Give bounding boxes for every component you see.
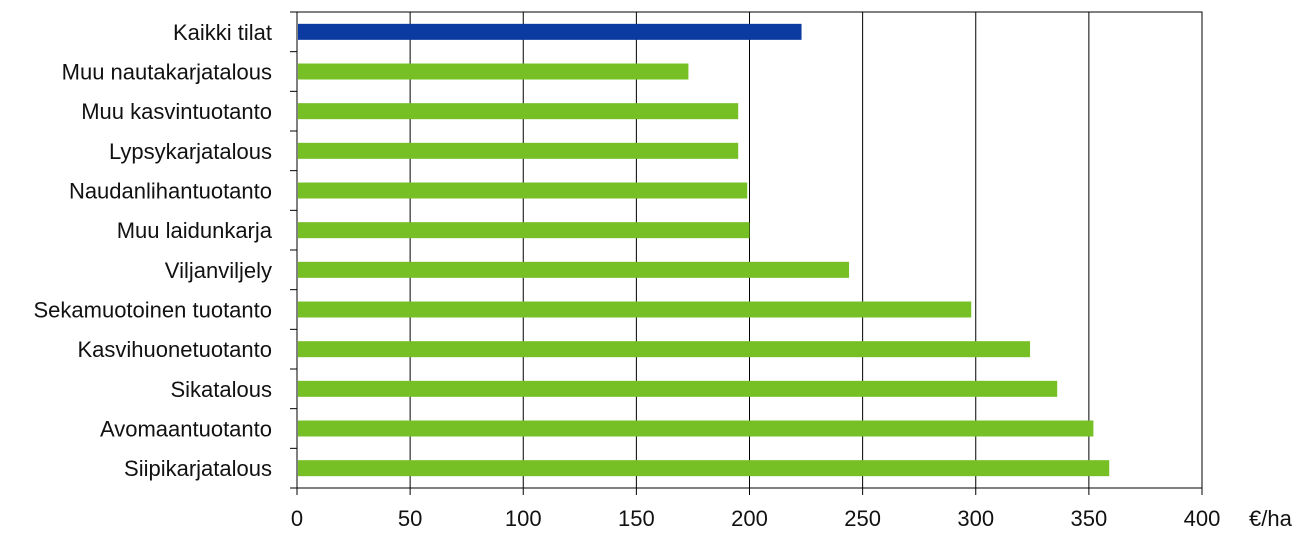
bar: [298, 142, 739, 159]
category-label: Muu kasvintuotanto: [81, 99, 272, 124]
x-tick-label: 100: [505, 506, 542, 531]
bar: [298, 301, 972, 318]
category-label: Sekamuotoinen tuotanto: [33, 298, 272, 323]
category-label: Kaikki tilat: [173, 20, 272, 45]
bar: [298, 261, 850, 278]
x-tick-label: 0: [291, 506, 303, 531]
category-label: Kasvihuonetuotanto: [78, 337, 273, 362]
bar: [298, 23, 802, 40]
bar: [298, 380, 1058, 397]
bar: [298, 222, 750, 239]
category-labels: Kaikki tilat Muu nautakarjatalous Muu kasv…: [33, 20, 272, 481]
bar: [298, 341, 1031, 358]
bar: [298, 420, 1094, 437]
x-tick-label: 400: [1184, 506, 1221, 531]
category-label: Muu nautakarjatalous: [62, 60, 272, 85]
x-tick-label: 150: [618, 506, 655, 531]
category-label: Siipikarjatalous: [124, 456, 272, 481]
category-label: Sikatalous: [170, 377, 272, 402]
x-tick-label: 50: [398, 506, 422, 531]
gridlines: [296, 12, 1203, 495]
x-tick-label: 250: [844, 506, 881, 531]
bar: [298, 63, 689, 80]
category-label: Viljanviljely: [165, 258, 272, 283]
x-tick-label: 200: [731, 506, 768, 531]
plot-frame: [296, 11, 1203, 489]
category-label: Muu laidunkarja: [117, 218, 273, 243]
x-tick-label: 300: [957, 506, 994, 531]
bar: [298, 103, 739, 120]
bar: [298, 182, 748, 199]
bar: [298, 460, 1110, 477]
x-tick-label: 350: [1071, 506, 1108, 531]
x-axis-unit-label: €/ha: [1249, 506, 1293, 531]
category-label: Avomaantuotanto: [100, 417, 272, 442]
category-label: Lypsykarjatalous: [109, 139, 272, 164]
bars: [298, 23, 1110, 477]
category-label: Naudanlihantuotanto: [69, 179, 272, 204]
y-tick-marks: [290, 11, 297, 489]
x-tick-labels: 0 50 100 150 200 250 300 350 400: [291, 506, 1220, 531]
